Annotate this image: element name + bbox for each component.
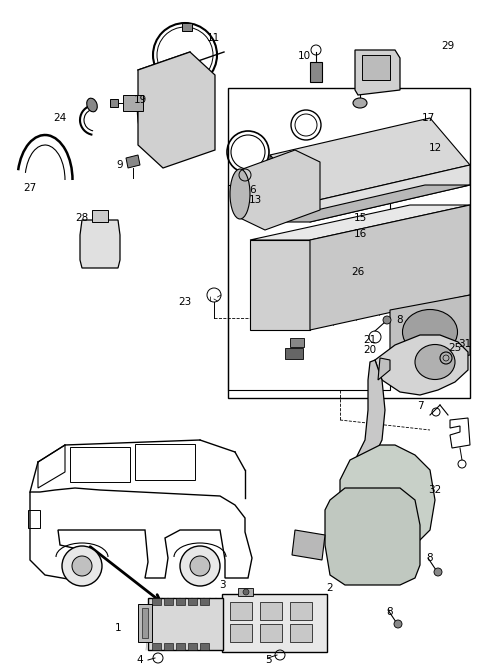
- Polygon shape: [310, 205, 470, 330]
- Bar: [290, 338, 304, 347]
- Polygon shape: [390, 295, 470, 370]
- Text: 8: 8: [427, 553, 433, 563]
- Circle shape: [394, 620, 402, 628]
- Bar: [230, 602, 252, 620]
- Bar: [176, 598, 185, 605]
- Ellipse shape: [415, 345, 455, 380]
- Bar: [260, 624, 282, 642]
- Polygon shape: [250, 240, 310, 330]
- Text: 3: 3: [219, 580, 225, 590]
- Polygon shape: [355, 50, 400, 95]
- Polygon shape: [250, 205, 470, 240]
- Bar: [148, 598, 223, 650]
- Bar: [200, 643, 209, 650]
- Circle shape: [62, 546, 102, 586]
- Text: 20: 20: [363, 345, 377, 355]
- Circle shape: [243, 589, 249, 595]
- Bar: [164, 598, 173, 605]
- Bar: [188, 598, 197, 605]
- Bar: [152, 598, 161, 605]
- Bar: [362, 55, 390, 80]
- Bar: [182, 23, 192, 31]
- Polygon shape: [80, 220, 120, 268]
- Text: 17: 17: [421, 113, 434, 123]
- Text: 31: 31: [458, 339, 472, 349]
- Bar: [230, 624, 252, 642]
- Bar: [200, 598, 209, 605]
- Circle shape: [72, 556, 92, 576]
- Text: 28: 28: [75, 213, 89, 223]
- Polygon shape: [325, 488, 420, 585]
- Bar: [142, 608, 148, 638]
- Text: 29: 29: [442, 41, 455, 51]
- Polygon shape: [310, 165, 470, 222]
- Text: 2: 2: [327, 583, 333, 593]
- Ellipse shape: [142, 76, 168, 144]
- Bar: [28, 510, 40, 528]
- Polygon shape: [126, 155, 140, 168]
- Polygon shape: [270, 118, 470, 202]
- Bar: [92, 210, 108, 222]
- Bar: [285, 348, 303, 359]
- Text: 16: 16: [353, 229, 367, 239]
- Text: 27: 27: [24, 183, 36, 193]
- Bar: [260, 602, 282, 620]
- Polygon shape: [355, 360, 385, 478]
- Polygon shape: [378, 358, 390, 380]
- Bar: [228, 185, 390, 390]
- Bar: [123, 95, 143, 111]
- Polygon shape: [340, 445, 435, 550]
- Ellipse shape: [137, 70, 172, 150]
- Text: 1: 1: [115, 623, 121, 633]
- Text: 9: 9: [117, 160, 123, 170]
- Text: 5: 5: [264, 655, 271, 664]
- Bar: [188, 643, 197, 650]
- Text: 12: 12: [428, 143, 442, 153]
- Bar: [290, 624, 312, 642]
- Text: 13: 13: [248, 195, 262, 205]
- Polygon shape: [270, 155, 310, 222]
- Text: 24: 24: [53, 113, 67, 123]
- Circle shape: [383, 316, 391, 324]
- Text: 26: 26: [351, 267, 365, 277]
- Circle shape: [180, 546, 220, 586]
- Ellipse shape: [87, 98, 97, 112]
- Polygon shape: [138, 52, 215, 168]
- Text: 6: 6: [250, 185, 256, 195]
- Bar: [152, 643, 161, 650]
- Ellipse shape: [403, 309, 457, 355]
- Bar: [164, 643, 173, 650]
- Text: 8: 8: [387, 607, 393, 617]
- Bar: [222, 594, 327, 652]
- Polygon shape: [375, 335, 468, 395]
- Bar: [176, 643, 185, 650]
- Text: 25: 25: [448, 343, 462, 353]
- Bar: [110, 99, 118, 107]
- Circle shape: [190, 556, 210, 576]
- Text: 21: 21: [363, 335, 377, 345]
- Bar: [310, 62, 322, 82]
- Text: 15: 15: [353, 213, 367, 223]
- Bar: [290, 602, 312, 620]
- Bar: [135, 444, 195, 480]
- Text: 8: 8: [396, 315, 403, 325]
- Circle shape: [434, 568, 442, 576]
- Bar: [138, 604, 152, 642]
- Text: 32: 32: [428, 485, 442, 495]
- Bar: [70, 447, 130, 482]
- Text: 4: 4: [137, 655, 144, 664]
- Text: 11: 11: [206, 33, 220, 43]
- Ellipse shape: [230, 169, 250, 219]
- Text: 19: 19: [133, 95, 146, 105]
- Text: 23: 23: [179, 297, 192, 307]
- Text: 7: 7: [417, 401, 423, 411]
- Polygon shape: [292, 530, 325, 560]
- Text: 10: 10: [298, 51, 311, 61]
- Ellipse shape: [353, 98, 367, 108]
- Polygon shape: [265, 185, 470, 222]
- Bar: [228, 88, 470, 398]
- Bar: [238, 588, 253, 596]
- Polygon shape: [240, 150, 320, 230]
